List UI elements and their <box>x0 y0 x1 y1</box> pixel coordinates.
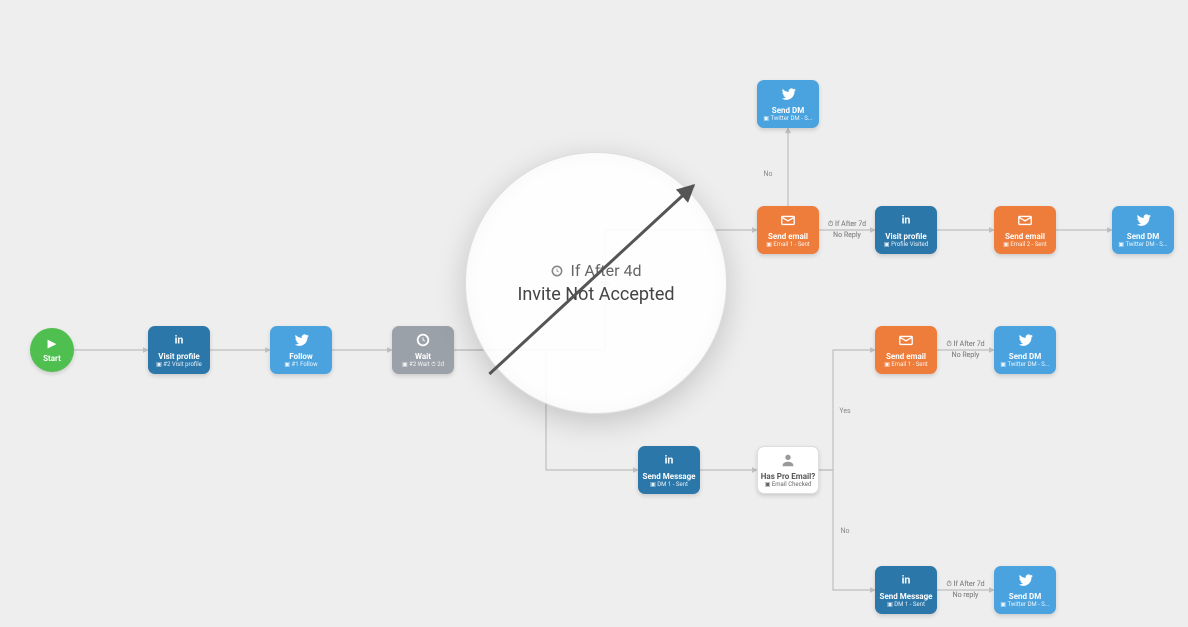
flow-canvas: No ⏱ If After 7d No Reply Yes No ⏱ If After 7… <box>0 0 1188 627</box>
svg-text:⏱ If After 7d: ⏱ If After 7d <box>946 340 984 348</box>
node-subtitle: ▣ Twitter DM - S... <box>1000 362 1049 369</box>
svg-text:No Reply: No Reply <box>952 351 980 359</box>
svg-text:No reply: No reply <box>953 591 979 599</box>
linkedin-icon: in <box>171 332 187 351</box>
node-title: Start <box>43 355 61 364</box>
mail-icon <box>898 332 914 351</box>
node-subtitle: ▣ Twitter DM - S... <box>763 116 812 123</box>
node-subtitle: ▣ Email 1 - Sent <box>766 242 810 249</box>
node-subtitle: ▣ Profile Visited <box>884 242 928 249</box>
svg-text:No: No <box>764 170 773 178</box>
clock-icon <box>415 332 431 351</box>
edges-layer: No ⏱ If After 7d No Reply Yes No ⏱ If After 7… <box>0 0 1188 627</box>
svg-text:⏱ If After 7d: ⏱ If After 7d <box>946 580 984 588</box>
node-visit2[interactable]: inVisit profile▣ Profile Visited <box>875 206 937 254</box>
node-dm2[interactable]: Send DM▣ Twitter DM - S... <box>1112 206 1174 254</box>
node-subtitle: ▣ Email Checked <box>765 482 812 489</box>
svg-text:⏱ If After 7d: ⏱ If After 7d <box>828 220 866 228</box>
svg-text:in: in <box>902 213 911 226</box>
svg-text:No: No <box>841 527 850 535</box>
node-subtitle: ▣ Twitter DM - S... <box>1118 242 1167 249</box>
node-subtitle: ▣ Twitter DM - S... <box>1000 602 1049 609</box>
svg-text:No Reply: No Reply <box>833 231 861 239</box>
node-wait[interactable]: Wait▣ #2 Wait ⏱ 2d <box>392 326 454 374</box>
node-dm3[interactable]: Send DM▣ Twitter DM - S... <box>994 326 1056 374</box>
node-email3[interactable]: Send email▣ Email 1 - Sent <box>875 326 937 374</box>
linkedin-icon: in <box>898 212 914 231</box>
node-cond[interactable]: Has Pro Email?▣ Email Checked <box>757 446 819 494</box>
magnifier-line1: If After 4d <box>550 261 641 280</box>
twitter-icon <box>1017 332 1033 351</box>
twitter-icon <box>293 332 309 351</box>
magnifier-line2: Invite Not Accepted <box>517 284 674 305</box>
svg-text:in: in <box>902 573 911 586</box>
twitter-icon <box>1017 572 1033 591</box>
node-email1[interactable]: Send email▣ Email 1 - Sent <box>757 206 819 254</box>
node-subtitle: ▣ DM 1 - Sent <box>887 602 925 609</box>
svg-text:No Reply: No Reply <box>952 351 980 359</box>
linkedin-icon: in <box>661 452 677 471</box>
twitter-icon <box>780 86 796 105</box>
svg-text:in: in <box>665 453 674 466</box>
node-visit1[interactable]: inVisit profile▣ #2 Visit profile <box>148 326 210 374</box>
node-subtitle: ▣ #2 Wait ⏱ 2d <box>402 362 444 369</box>
user-icon <box>780 452 796 471</box>
node-subtitle: ▣ Email 2 - Sent <box>1003 242 1047 249</box>
linkedin-icon: in <box>898 572 914 591</box>
svg-text:⏱ If After 7d: ⏱ If After 7d <box>946 340 984 348</box>
node-sendmsg2[interactable]: inSend Message▣ DM 1 - Sent <box>875 566 937 614</box>
svg-text:No reply: No reply <box>953 591 979 599</box>
svg-text:in: in <box>175 333 184 346</box>
node-sendmsg[interactable]: inSend Message▣ DM 1 - Sent <box>638 446 700 494</box>
node-subtitle: ▣ #2 Visit profile <box>156 362 202 369</box>
node-follow[interactable]: Follow▣ #1 Follow <box>270 326 332 374</box>
mail-icon <box>1017 212 1033 231</box>
svg-text:Yes: Yes <box>839 407 851 415</box>
node-start[interactable]: Start <box>30 328 74 372</box>
twitter-icon <box>1135 212 1151 231</box>
mail-icon <box>780 212 796 231</box>
node-subtitle: ▣ Email 1 - Sent <box>884 362 928 369</box>
svg-text:⏱ If After 7d: ⏱ If After 7d <box>946 580 984 588</box>
node-email2[interactable]: Send email▣ Email 2 - Sent <box>994 206 1056 254</box>
magnifier-lens: If After 4d Invite Not Accepted <box>465 152 727 414</box>
play-icon <box>44 337 60 356</box>
node-subtitle: ▣ #1 Follow <box>284 362 317 369</box>
node-dm4[interactable]: Send DM▣ Twitter DM - S... <box>994 566 1056 614</box>
node-sendDM_top[interactable]: Send DM▣ Twitter DM - S... <box>757 80 819 128</box>
svg-text:No Reply: No Reply <box>833 231 861 239</box>
svg-text:⏱ If After 7d: ⏱ If After 7d <box>828 220 866 228</box>
node-subtitle: ▣ DM 1 - Sent <box>650 482 688 489</box>
svg-text:No: No <box>601 280 610 288</box>
